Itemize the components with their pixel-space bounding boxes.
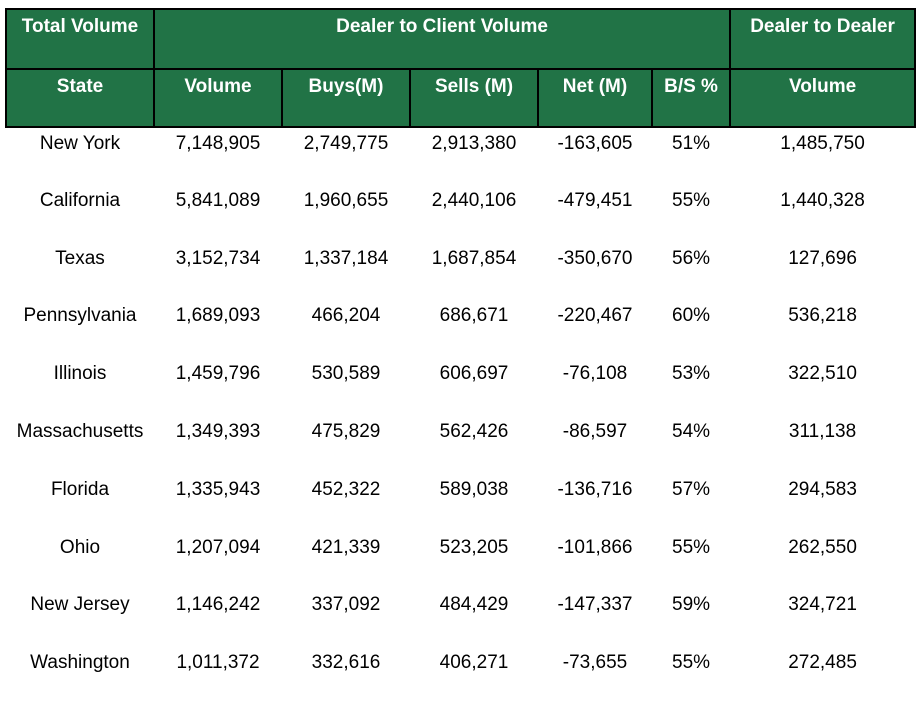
- volume-cell: 1,459,796: [175, 363, 261, 385]
- sells-cell: 606,697: [439, 363, 509, 385]
- buys-cell: 1,960,655: [303, 189, 389, 211]
- bs-percent-cell: 60%: [672, 305, 711, 327]
- volume-cell: 5,841,089: [175, 189, 261, 211]
- sells-cell: 523,205: [439, 536, 509, 558]
- buys-cell: 452,322: [311, 478, 381, 500]
- buys-cell: 2,749,775: [303, 133, 389, 154]
- table-row: Illinois 1,459,796 530,589 606,697 -76,108 53…: [6, 358, 915, 416]
- state-cell: Washington: [30, 652, 130, 674]
- buys-cell: 475,829: [311, 420, 381, 442]
- header-dealer-to-dealer: Dealer to Dealer: [729, 8, 917, 70]
- group-header-row: Total Volume Dealer to Client Volume Dea…: [5, 8, 917, 70]
- table-row: Ohio 1,207,094 421,339 523,205 -101,866 55% 26…: [6, 532, 915, 590]
- buys-cell: 332,616: [311, 652, 381, 674]
- table-row: Washington 1,011,372 332,616 406,271 -73,655…: [6, 647, 915, 705]
- buys-cell: 466,204: [311, 305, 381, 327]
- column-header-net: Net (M): [537, 68, 653, 128]
- d2d-volume-cell: 536,218: [788, 305, 857, 327]
- d2d-volume-cell: 127,696: [788, 247, 857, 269]
- volume-cell: 3,152,734: [175, 247, 261, 269]
- state-cell: Florida: [50, 478, 110, 500]
- net-cell: -73,655: [562, 652, 628, 674]
- d2d-volume-cell: 262,550: [788, 536, 857, 558]
- header-total-volume: Total Volume: [5, 8, 155, 70]
- buys-cell: 421,339: [311, 536, 381, 558]
- state-cell: New York: [39, 133, 121, 154]
- bs-percent-cell: 57%: [672, 478, 711, 500]
- bs-percent-cell: 56%: [672, 247, 711, 269]
- d2d-volume-cell: 1,440,328: [780, 189, 865, 211]
- bs-percent-cell: 55%: [672, 652, 711, 674]
- net-cell: -76,108: [562, 363, 628, 385]
- sells-cell: 2,913,380: [431, 133, 517, 154]
- volume-cell: 1,146,242: [175, 594, 261, 616]
- buys-cell: 1,337,184: [303, 247, 389, 269]
- column-header-buys: Buys(M): [281, 68, 411, 128]
- bs-percent-cell: 59%: [672, 594, 711, 616]
- state-cell: Massachusetts: [16, 420, 144, 442]
- table-row: Pennsylvania 1,689,093 466,204 686,671 -220,…: [6, 300, 915, 358]
- state-cell: Pennsylvania: [23, 305, 137, 327]
- net-cell: -136,716: [557, 478, 633, 500]
- d2d-volume-cell: 311,138: [788, 420, 857, 442]
- buys-cell: 337,092: [311, 594, 381, 616]
- net-cell: -147,337: [557, 594, 633, 616]
- table-row: New York 7,148,905 2,749,775 2,913,380 -163,…: [6, 127, 915, 185]
- net-cell: -479,451: [557, 189, 633, 211]
- table-row: California 5,841,089 1,960,655 2,440,106 -47…: [6, 185, 915, 243]
- header-dealer-to-client-volume: Dealer to Client Volume: [152, 8, 732, 70]
- net-cell: -101,866: [557, 536, 633, 558]
- table-body: New York 7,148,905 2,749,775 2,913,380 -163,…: [6, 127, 915, 705]
- state-cell: Texas: [55, 247, 105, 269]
- bs-percent-cell: 51%: [672, 133, 711, 154]
- d2d-volume-cell: 1,485,750: [780, 133, 865, 154]
- buys-cell: 530,589: [311, 363, 381, 385]
- d2d-volume-cell: 324,721: [788, 594, 857, 616]
- sells-cell: 484,429: [439, 594, 509, 616]
- bs-percent-cell: 55%: [672, 189, 711, 211]
- net-cell: -220,467: [557, 305, 633, 327]
- sells-cell: 2,440,106: [431, 189, 517, 211]
- state-cell: Illinois: [53, 363, 107, 385]
- bs-percent-cell: 54%: [672, 420, 711, 442]
- table-row: Florida 1,335,943 452,322 589,038 -136,716 57…: [6, 474, 915, 532]
- state-cell: California: [39, 189, 121, 211]
- state-volume-table: Total Volume Dealer to Client Volume Dea…: [5, 8, 917, 705]
- state-cell: New Jersey: [30, 594, 130, 616]
- table-row: New Jersey 1,146,242 337,092 484,429 -147,33…: [6, 589, 915, 647]
- d2d-volume-cell: 294,583: [788, 478, 857, 500]
- volume-cell: 1,689,093: [175, 305, 261, 327]
- d2d-volume-cell: 322,510: [788, 363, 857, 385]
- bs-percent-cell: 53%: [672, 363, 711, 385]
- volume-cell: 1,335,943: [175, 478, 261, 500]
- sells-cell: 406,271: [439, 652, 509, 674]
- sells-cell: 589,038: [439, 478, 509, 500]
- sells-cell: 1,687,854: [431, 247, 517, 269]
- volume-cell: 7,148,905: [175, 133, 261, 154]
- column-header-volume: Volume: [153, 68, 283, 128]
- table-row: Massachusetts 1,349,393 475,829 562,426 -86,…: [6, 416, 915, 474]
- column-header-bs-percent: B/S %: [650, 68, 732, 128]
- state-cell: Ohio: [59, 536, 101, 558]
- column-header-state: State: [5, 68, 155, 128]
- volume-cell: 1,207,094: [175, 536, 261, 558]
- volume-cell: 1,349,393: [175, 420, 261, 442]
- column-header-d2d-volume: Volume: [729, 68, 917, 128]
- net-cell: -350,670: [557, 247, 633, 269]
- bs-percent-cell: 55%: [672, 536, 711, 558]
- sells-cell: 562,426: [439, 420, 509, 442]
- column-header-sells: Sells (M): [409, 68, 539, 128]
- table-row: Texas 3,152,734 1,337,184 1,687,854 -350,670…: [6, 243, 915, 301]
- net-cell: -86,597: [562, 420, 628, 442]
- d2d-volume-cell: 272,485: [788, 652, 857, 674]
- sells-cell: 686,671: [439, 305, 509, 327]
- column-header-row: State Volume Buys(M) Sells (M) Net (M) B…: [5, 68, 917, 128]
- net-cell: -163,605: [557, 133, 633, 154]
- volume-cell: 1,011,372: [176, 652, 260, 674]
